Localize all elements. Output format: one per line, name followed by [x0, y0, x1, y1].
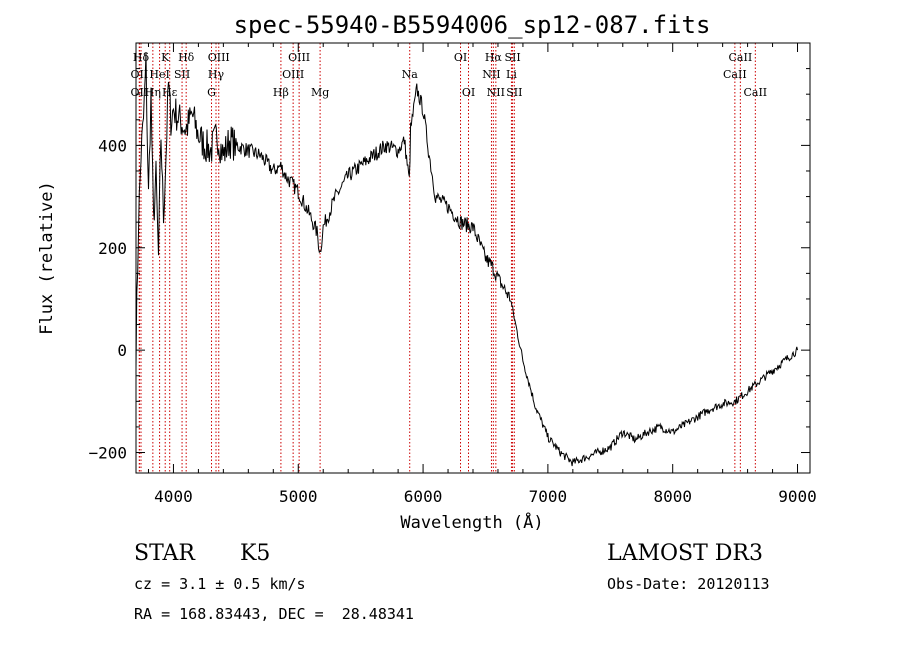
y-tick-label: 400 [98, 136, 127, 155]
line-label: Na [402, 68, 419, 81]
line-label: NII [487, 86, 505, 99]
x-axis-ticks: 4000 5000 6000 7000 8000 9000 [147, 43, 817, 506]
line-label: OIII [288, 51, 310, 64]
line-label: CaII [743, 86, 767, 99]
chart-title: spec-55940-B5594006_sp12-087.fits [234, 11, 711, 39]
line-label: Hη [145, 86, 161, 99]
y-tick-label: 200 [98, 239, 127, 258]
observation-date: Obs-Date: 20120113 [607, 575, 770, 593]
line-label: OIII [208, 51, 230, 64]
line-label: Hα [485, 51, 503, 64]
redshift-cz: cz = 3.1 ± 0.5 km/s [134, 575, 306, 593]
y-axis-label: Flux (relative) [37, 181, 57, 335]
x-tick-label: 9000 [778, 487, 817, 506]
line-label: Li [506, 68, 517, 81]
line-label: SII [504, 51, 520, 64]
x-tick-label: 6000 [404, 487, 443, 506]
x-axis-label: Wavelength (Å) [400, 511, 543, 533]
line-label: OI [454, 51, 467, 64]
line-label: HeI [149, 68, 169, 81]
x-tick-label: 4000 [154, 487, 193, 506]
y-tick-label: −200 [88, 444, 127, 463]
line-label: OIII [282, 68, 304, 81]
line-label: OI [462, 86, 475, 99]
line-label: Hβ [273, 86, 289, 99]
line-label: Hδ [178, 51, 195, 64]
x-tick-label: 7000 [529, 487, 568, 506]
line-label: SII [506, 86, 522, 99]
line-label: Mg [311, 86, 329, 99]
line-label: CaII [723, 68, 747, 81]
line-label: Hγ [208, 68, 225, 81]
flux-series-line [135, 52, 798, 467]
y-axis-ticks: −200 0 200 400 [88, 42, 810, 463]
line-label: K [161, 51, 170, 64]
x-tick-label: 5000 [279, 487, 318, 506]
line-label: NII [482, 68, 500, 81]
line-label: Hδ [133, 51, 150, 64]
line-label: G [207, 86, 216, 99]
object-class: STAR [134, 541, 196, 566]
y-tick-label: 0 [117, 341, 127, 360]
sky-coordinates: RA = 168.83443, DEC = 28.48341 [134, 605, 414, 623]
line-label: CaII [729, 51, 753, 64]
line-markers [138, 43, 756, 473]
line-label: OII [131, 68, 149, 81]
x-tick-label: 8000 [653, 487, 692, 506]
line-label: SII [174, 68, 190, 81]
object-subclass: K5 [240, 541, 270, 566]
survey-name: LAMOST DR3 [607, 541, 763, 566]
plot-frame [135, 42, 811, 474]
